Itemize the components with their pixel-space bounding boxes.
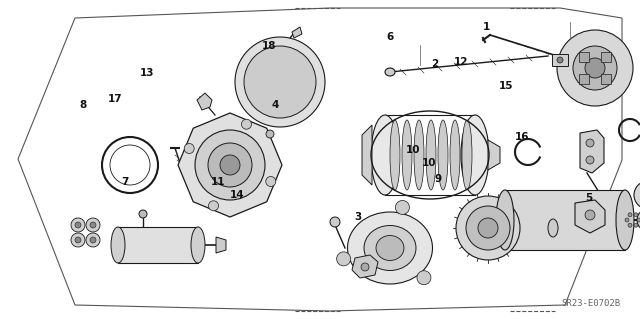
Circle shape xyxy=(330,217,340,227)
Polygon shape xyxy=(216,237,226,253)
Ellipse shape xyxy=(266,130,274,138)
Text: 16: 16 xyxy=(515,132,529,142)
Circle shape xyxy=(586,139,594,147)
Ellipse shape xyxy=(402,120,412,190)
Ellipse shape xyxy=(371,115,399,195)
Circle shape xyxy=(361,263,369,271)
Circle shape xyxy=(71,233,85,247)
Bar xyxy=(602,74,611,84)
Circle shape xyxy=(86,233,100,247)
Circle shape xyxy=(209,201,218,211)
Circle shape xyxy=(573,46,617,90)
Polygon shape xyxy=(575,200,605,233)
Text: 8: 8 xyxy=(79,100,87,110)
Text: 6: 6 xyxy=(387,32,394,42)
Circle shape xyxy=(208,143,252,187)
Bar xyxy=(579,52,589,62)
Circle shape xyxy=(637,209,640,231)
Circle shape xyxy=(628,223,632,227)
Ellipse shape xyxy=(426,120,436,190)
Circle shape xyxy=(478,218,498,238)
Circle shape xyxy=(90,237,96,243)
Ellipse shape xyxy=(438,120,448,190)
Ellipse shape xyxy=(235,37,325,127)
Circle shape xyxy=(75,222,81,228)
Ellipse shape xyxy=(191,227,205,263)
Bar xyxy=(505,190,625,250)
Ellipse shape xyxy=(461,115,489,195)
Bar xyxy=(118,227,198,263)
Circle shape xyxy=(557,30,633,106)
Ellipse shape xyxy=(385,68,395,76)
Ellipse shape xyxy=(616,190,634,250)
Circle shape xyxy=(337,252,351,266)
Polygon shape xyxy=(552,54,568,66)
Circle shape xyxy=(241,119,252,129)
Ellipse shape xyxy=(111,227,125,263)
Ellipse shape xyxy=(462,120,472,190)
Circle shape xyxy=(585,58,605,78)
Circle shape xyxy=(628,213,632,217)
Ellipse shape xyxy=(450,120,460,190)
Circle shape xyxy=(90,222,96,228)
Text: 4: 4 xyxy=(271,100,279,110)
Text: 10: 10 xyxy=(422,158,436,168)
Circle shape xyxy=(75,237,81,243)
Text: 10: 10 xyxy=(406,145,420,155)
Circle shape xyxy=(557,57,563,63)
Circle shape xyxy=(266,176,276,187)
Circle shape xyxy=(184,144,194,153)
Text: 13: 13 xyxy=(140,68,154,78)
Circle shape xyxy=(396,200,410,214)
Polygon shape xyxy=(292,27,302,38)
Text: 7: 7 xyxy=(121,177,129,187)
Text: 5: 5 xyxy=(585,193,593,203)
Text: 18: 18 xyxy=(262,41,276,51)
Bar xyxy=(602,52,611,62)
Text: 1: 1 xyxy=(483,22,490,32)
Text: 12: 12 xyxy=(454,57,468,67)
Polygon shape xyxy=(580,130,604,173)
Text: 9: 9 xyxy=(435,174,442,184)
Ellipse shape xyxy=(348,212,433,284)
Text: 17: 17 xyxy=(108,94,122,104)
Ellipse shape xyxy=(244,46,316,118)
Ellipse shape xyxy=(376,235,404,261)
Circle shape xyxy=(220,155,240,175)
Circle shape xyxy=(195,130,265,200)
Circle shape xyxy=(634,223,638,227)
Polygon shape xyxy=(352,255,378,278)
Circle shape xyxy=(86,218,100,232)
Circle shape xyxy=(466,206,510,250)
Circle shape xyxy=(417,271,431,285)
Polygon shape xyxy=(488,140,500,170)
Circle shape xyxy=(634,181,640,209)
Text: SR23-E0702B: SR23-E0702B xyxy=(561,299,620,308)
Polygon shape xyxy=(178,113,282,217)
Circle shape xyxy=(586,156,594,164)
Ellipse shape xyxy=(548,219,558,237)
Text: 15: 15 xyxy=(499,81,513,91)
Text: 11: 11 xyxy=(211,177,225,187)
Polygon shape xyxy=(362,125,372,185)
Circle shape xyxy=(585,210,595,220)
Ellipse shape xyxy=(414,120,424,190)
Bar xyxy=(579,74,589,84)
Circle shape xyxy=(456,196,520,260)
Circle shape xyxy=(637,218,640,222)
Text: 14: 14 xyxy=(230,189,244,200)
Circle shape xyxy=(634,213,638,217)
Circle shape xyxy=(71,218,85,232)
Polygon shape xyxy=(197,93,212,110)
Text: 2: 2 xyxy=(431,59,439,69)
Ellipse shape xyxy=(496,190,514,250)
Circle shape xyxy=(625,218,629,222)
Text: 3: 3 xyxy=(355,212,362,222)
Circle shape xyxy=(139,210,147,218)
Ellipse shape xyxy=(364,226,416,271)
Ellipse shape xyxy=(390,120,400,190)
